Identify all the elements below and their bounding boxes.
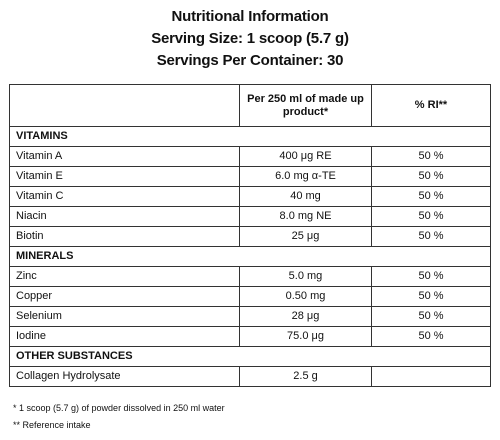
nutrient-name: Iodine bbox=[9, 326, 240, 347]
table-row: Collagen Hydrolysate 2.5 g bbox=[9, 366, 491, 387]
nutrient-name: Biotin bbox=[9, 226, 240, 247]
section-title: VITAMINS bbox=[9, 126, 491, 147]
table-row: Niacin 8.0 mg NE 50 % bbox=[9, 206, 491, 227]
table-row: Zinc 5.0 mg 50 % bbox=[9, 266, 491, 287]
nutrient-amount: 75.0 μg bbox=[239, 326, 372, 347]
table-row: Iodine 75.0 μg 50 % bbox=[9, 326, 491, 347]
table-row: Biotin 25 μg 50 % bbox=[9, 226, 491, 247]
nutrient-amount: 6.0 mg α-TE bbox=[239, 166, 372, 187]
nutrient-ri: 50 % bbox=[371, 286, 491, 307]
table-row: Vitamin C 40 mg 50 % bbox=[9, 186, 491, 207]
nutrient-name: Niacin bbox=[9, 206, 240, 227]
nutrient-name: Vitamin A bbox=[9, 146, 240, 167]
table-row: Copper 0.50 mg 50 % bbox=[9, 286, 491, 307]
nutrient-name: Vitamin E bbox=[9, 166, 240, 187]
column-header-amount: Per 250 ml of made up product* bbox=[239, 84, 372, 127]
nutrient-ri: 50 % bbox=[371, 186, 491, 207]
section-title: OTHER SUBSTANCES bbox=[9, 346, 491, 367]
serving-size: Serving Size: 1 scoop (5.7 g) bbox=[151, 30, 349, 47]
nutrient-name: Selenium bbox=[9, 306, 240, 327]
section-header-row: MINERALS bbox=[9, 246, 491, 267]
nutrition-table: Per 250 ml of made up product* % RI** VI… bbox=[9, 84, 491, 387]
table-row: Vitamin E 6.0 mg α-TE 50 % bbox=[9, 166, 491, 187]
nutrient-name: Zinc bbox=[9, 266, 240, 287]
nutrient-amount: 400 μg RE bbox=[239, 146, 372, 167]
nutrient-amount: 2.5 g bbox=[239, 366, 372, 387]
section-title: MINERALS bbox=[9, 246, 491, 267]
nutrient-name: Copper bbox=[9, 286, 240, 307]
section-header-row: VITAMINS bbox=[9, 126, 491, 147]
nutrition-header: Nutritional Information Serving Size: 1 … bbox=[0, 6, 500, 72]
nutrient-ri: 50 % bbox=[371, 226, 491, 247]
nutrient-name: Vitamin C bbox=[9, 186, 240, 207]
nutrient-ri: 50 % bbox=[371, 306, 491, 327]
column-header-ri: % RI** bbox=[371, 84, 491, 127]
nutrient-ri bbox=[371, 366, 491, 387]
nutrient-name: Collagen Hydrolysate bbox=[9, 366, 240, 387]
table-header-row: Per 250 ml of made up product* % RI** bbox=[9, 84, 491, 127]
column-header-name bbox=[9, 84, 240, 127]
nutrient-ri: 50 % bbox=[371, 266, 491, 287]
nutrient-amount: 28 μg bbox=[239, 306, 372, 327]
nutrient-amount: 25 μg bbox=[239, 226, 372, 247]
table-row: Vitamin A 400 μg RE 50 % bbox=[9, 146, 491, 167]
page-title: Nutritional Information bbox=[171, 8, 329, 25]
nutrient-ri: 50 % bbox=[371, 146, 491, 167]
nutrient-amount: 8.0 mg NE bbox=[239, 206, 372, 227]
footnote-serving: * 1 scoop (5.7 g) of powder dissolved in… bbox=[13, 403, 225, 413]
nutrient-amount: 0.50 mg bbox=[239, 286, 372, 307]
nutrient-ri: 50 % bbox=[371, 166, 491, 187]
nutrient-amount: 40 mg bbox=[239, 186, 372, 207]
servings-per-container: Servings Per Container: 30 bbox=[156, 52, 344, 69]
nutrient-ri: 50 % bbox=[371, 206, 491, 227]
table-row: Selenium 28 μg 50 % bbox=[9, 306, 491, 327]
footnote-reference-intake: ** Reference intake bbox=[13, 420, 91, 430]
nutrient-amount: 5.0 mg bbox=[239, 266, 372, 287]
section-header-row: OTHER SUBSTANCES bbox=[9, 346, 491, 367]
nutrient-ri: 50 % bbox=[371, 326, 491, 347]
